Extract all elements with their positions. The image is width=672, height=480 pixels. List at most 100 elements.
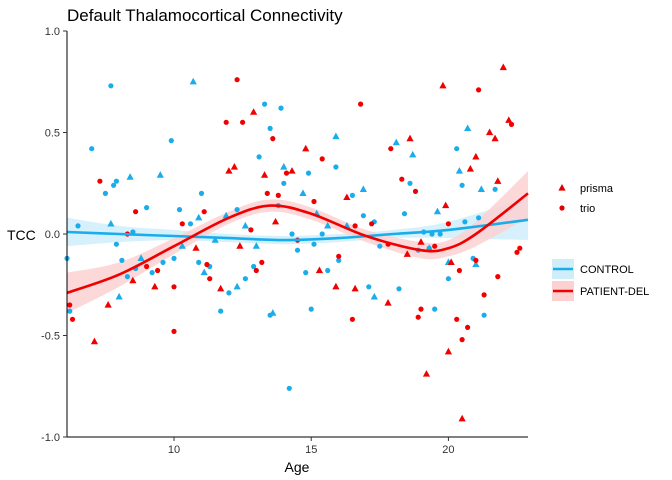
point-control-prisma	[359, 185, 367, 192]
point-patient-del-prisma	[192, 244, 200, 251]
point-control-prisma	[137, 254, 145, 261]
point-patient-del-trio	[432, 243, 438, 249]
point-patient-del-trio	[412, 188, 419, 194]
point-control-trio	[171, 255, 177, 261]
point-control-trio	[289, 231, 295, 237]
x-tick-label: 20	[442, 444, 454, 456]
point-patient-del-prisma	[494, 177, 502, 184]
point-patient-del-trio	[234, 77, 240, 83]
y-tick-label: 0.5	[45, 128, 60, 140]
chart-title: Default Thalamocortical Connectivity	[67, 6, 343, 25]
point-patient-del-trio	[508, 121, 515, 127]
point-patient-del-trio	[481, 292, 487, 298]
point-control-trio	[401, 211, 408, 217]
point-patient-del-prisma	[447, 258, 455, 266]
point-control-trio	[113, 241, 119, 247]
y-tick-label: -0.5	[41, 331, 60, 343]
point-patient-del-prisma	[332, 282, 340, 290]
point-patient-del-prisma	[343, 193, 351, 201]
point-patient-del-trio	[171, 328, 177, 334]
point-control-trio	[319, 231, 325, 237]
point-control-prisma	[433, 207, 442, 215]
point-control-trio	[454, 146, 460, 152]
point-control-trio	[492, 186, 498, 192]
point-control-trio	[281, 180, 287, 186]
point-patient-del-trio	[144, 263, 150, 270]
point-patient-del-trio	[270, 136, 276, 142]
point-patient-del-prisma	[384, 299, 392, 306]
point-patient-del-trio	[358, 101, 364, 107]
y-tick-label: 0.0	[45, 229, 60, 241]
point-control-trio	[349, 192, 355, 198]
point-control-prisma	[115, 292, 123, 300]
point-patient-del-trio	[283, 170, 290, 176]
point-control-trio	[176, 207, 183, 213]
point-patient-del-trio	[459, 337, 465, 343]
point-control-trio	[437, 231, 443, 237]
point-control-prisma	[156, 171, 164, 178]
point-control-trio	[256, 154, 262, 160]
point-control-prisma	[332, 132, 340, 140]
axes: -1.0 -0.5 0.0 0.5 1.0 10 15 20	[41, 26, 528, 456]
point-control-prisma	[455, 167, 463, 174]
point-patient-del-prisma	[90, 337, 99, 345]
point-control-prisma	[241, 221, 249, 229]
point-control-prisma	[107, 219, 115, 227]
point-patient-del-trio	[388, 146, 394, 152]
y-tick-label: 1.0	[45, 26, 60, 38]
point-patient-del-trio	[275, 192, 281, 198]
point-control-prisma	[178, 242, 186, 249]
point-control-prisma	[252, 242, 260, 249]
point-patient-del-trio	[69, 316, 76, 322]
point-patient-del-trio	[454, 316, 460, 322]
point-control-trio	[305, 170, 312, 176]
point-patient-del-trio	[179, 221, 185, 227]
point-control-trio	[89, 146, 95, 152]
point-patient-del-trio	[514, 249, 520, 255]
x-tick-label: 10	[168, 444, 180, 456]
point-patient-del-prisma	[225, 167, 233, 174]
point-patient-del-prisma	[236, 242, 244, 249]
point-control-trio	[462, 219, 468, 225]
x-axis-title: Age	[285, 459, 310, 475]
point-patient-del-prisma	[444, 347, 453, 355]
point-control-trio	[187, 221, 194, 227]
point-control-trio	[278, 105, 284, 111]
point-patient-del-prisma	[403, 250, 411, 257]
point-patient-del-prisma	[260, 171, 269, 178]
point-patient-del-trio	[418, 306, 424, 312]
point-control-trio	[445, 276, 451, 282]
point-patient-del-prisma	[315, 266, 324, 274]
point-patient-del-prisma	[458, 414, 466, 422]
point-patient-del-trio	[171, 284, 177, 290]
point-patient-del-prisma	[499, 63, 507, 71]
smooth-line-patient-del	[66, 192, 529, 295]
point-control-prisma	[200, 268, 208, 276]
point-control-prisma	[464, 124, 472, 132]
point-control-trio	[75, 223, 81, 229]
point-control-prisma	[269, 309, 277, 316]
point-patient-del-prisma	[491, 134, 499, 142]
point-control-prisma	[299, 189, 307, 196]
point-control-prisma	[324, 221, 332, 229]
x-tick-label: 15	[305, 444, 317, 456]
smooth-line-control	[66, 218, 529, 242]
point-patient-del-trio	[253, 267, 259, 274]
point-control-trio	[218, 308, 224, 314]
point-control-trio	[102, 190, 108, 196]
legend-key-trio	[559, 205, 565, 211]
y-tick-label: -1.0	[41, 432, 60, 444]
point-control-prisma	[211, 236, 219, 243]
point-patient-del-prisma	[217, 284, 225, 292]
point-control-trio	[113, 178, 119, 184]
point-control-trio	[294, 247, 301, 253]
point-control-trio	[124, 274, 130, 280]
point-patient-del-prisma	[151, 282, 159, 290]
point-patient-del-trio	[369, 221, 375, 227]
point-patient-del-trio	[465, 324, 471, 330]
point-control-trio	[325, 267, 331, 274]
point-control-trio	[333, 164, 339, 170]
point-patient-del-trio	[352, 223, 358, 229]
legend-key-prisma	[558, 184, 566, 191]
point-patient-del-trio	[473, 257, 479, 263]
